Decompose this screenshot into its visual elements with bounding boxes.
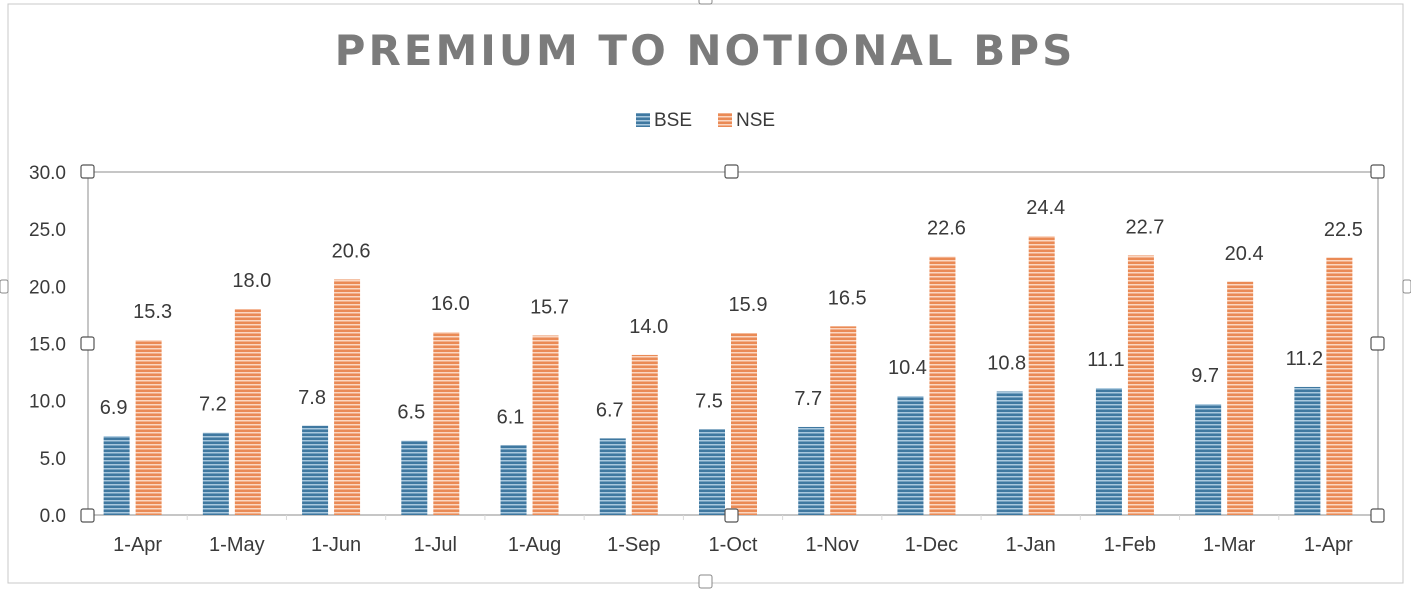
bar-nse[interactable]: [135, 340, 162, 515]
bar-bse[interactable]: [599, 438, 626, 515]
bar-nse[interactable]: [731, 333, 757, 515]
bar-bse[interactable]: [1294, 386, 1321, 515]
data-label-bse: 7.7: [794, 388, 822, 410]
bar-nse[interactable]: [1127, 255, 1154, 516]
bar-nse[interactable]: [631, 354, 658, 515]
bar-nse[interactable]: [234, 309, 261, 515]
data-label-nse: 18.0: [232, 270, 271, 292]
x-tick-label: 1-Dec: [905, 534, 958, 556]
bar-nse[interactable]: [1326, 257, 1353, 515]
resize-handle[interactable]: [80, 336, 95, 351]
data-label-nse: 15.7: [530, 296, 569, 318]
bar-nse[interactable]: [433, 332, 460, 515]
bar-bse[interactable]: [699, 429, 725, 515]
resize-handle[interactable]: [724, 508, 739, 523]
x-axis: 1-Apr 1-May 1-Jun 1-Jul 1-Aug 1-Sep 1-Oct 1-Nov…: [113, 515, 1353, 556]
bar-series: [103, 236, 1353, 516]
data-label-bse: 7.5: [695, 390, 723, 412]
x-tick-label: 1-Jul: [414, 534, 457, 556]
bar-bse[interactable]: [103, 436, 130, 515]
bar-nse[interactable]: [1227, 281, 1254, 515]
resize-handle[interactable]: [698, 0, 713, 5]
x-tick-label: 1-May: [209, 534, 265, 556]
legend-label-nse: NSE: [736, 110, 775, 131]
data-label-nse: 15.3: [133, 301, 172, 323]
bar-bse[interactable]: [1095, 388, 1122, 515]
data-label-bse: 9.7: [1191, 365, 1219, 387]
x-tick-label: 1-Feb: [1104, 534, 1156, 556]
y-tick-label: 10.0: [29, 392, 66, 413]
y-tick-label: 20.0: [29, 277, 66, 298]
bar-nse[interactable]: [830, 326, 857, 515]
y-tick-label: 0.0: [40, 506, 66, 527]
bar-bse[interactable]: [1195, 404, 1222, 515]
data-label-nse: 15.9: [729, 294, 768, 316]
data-label-nse: 20.6: [332, 240, 371, 262]
bar-bse[interactable]: [996, 391, 1023, 515]
bar-nse[interactable]: [532, 335, 559, 515]
y-tick-label: 5.0: [40, 449, 66, 470]
resize-handle[interactable]: [1370, 164, 1385, 179]
resize-handle[interactable]: [80, 508, 95, 523]
y-tick-label: 30.0: [29, 163, 66, 184]
data-label-nse: 22.7: [1125, 216, 1164, 238]
resize-handle[interactable]: [80, 164, 95, 179]
bar-bse[interactable]: [202, 432, 229, 515]
data-label-nse: 20.4: [1225, 243, 1264, 265]
data-label-bse: 7.2: [199, 394, 227, 416]
x-tick-label: 1-Nov: [806, 534, 859, 556]
x-tick-label: 1-Oct: [709, 534, 758, 556]
y-tick-label: 25.0: [29, 220, 66, 241]
y-tick-label: 15.0: [29, 335, 66, 356]
data-label-nse: 24.4: [1026, 197, 1065, 219]
bar-nse[interactable]: [929, 256, 956, 515]
data-label-nse: 22.5: [1324, 219, 1363, 241]
bar-bse[interactable]: [401, 440, 428, 515]
bar-nse[interactable]: [1028, 236, 1055, 515]
bar-nse[interactable]: [334, 279, 361, 515]
y-axis: 0.0 5.0 10.0 15.0 20.0 25.0 30.0: [29, 163, 66, 527]
data-label-bse: 7.8: [298, 387, 326, 409]
data-label-bse: 6.7: [596, 399, 624, 421]
resize-handle[interactable]: [1402, 279, 1411, 294]
data-label-nse: 16.5: [828, 287, 867, 309]
legend[interactable]: BSE NSE: [636, 110, 775, 131]
resize-handle[interactable]: [0, 279, 9, 294]
resize-handle[interactable]: [1370, 508, 1385, 523]
x-tick-label: 1-Mar: [1203, 534, 1256, 556]
bar-bse[interactable]: [302, 425, 329, 515]
x-tick-label: 1-Apr: [1304, 534, 1353, 556]
data-label-bse: 10.4: [888, 357, 927, 379]
data-label-bse: 11.2: [1286, 348, 1323, 370]
data-label-bse: 10.8: [987, 353, 1026, 375]
x-tick-label: 1-Jun: [311, 534, 361, 556]
x-tick-label: 1-Sep: [607, 534, 660, 556]
plot-area-handles[interactable]: [80, 164, 1385, 523]
x-tick-label: 1-Apr: [113, 534, 162, 556]
data-label-bse: 6.5: [397, 402, 425, 424]
legend-swatch-bse: [636, 113, 650, 127]
data-label-nse: 22.6: [927, 218, 966, 240]
chart-title: PREMIUM TO NOTIONAL BPS: [335, 26, 1076, 75]
data-label-bse: 11.1: [1087, 349, 1124, 371]
data-label-bse: 6.1: [497, 406, 525, 428]
resize-handle[interactable]: [724, 164, 739, 179]
bar-bse[interactable]: [500, 445, 527, 515]
data-labels: 6.9 7.2 7.8 6.5 6.1 6.7 7.5 7.7 10.4 10.8 11.1 9.7 1…: [100, 197, 1363, 428]
bar-bse[interactable]: [897, 396, 924, 515]
legend-swatch-nse: [718, 113, 732, 127]
resize-handle[interactable]: [1370, 336, 1385, 351]
resize-handle[interactable]: [698, 574, 713, 589]
x-tick-label: 1-Jan: [1006, 534, 1056, 556]
bar-bse[interactable]: [798, 426, 825, 515]
data-label-bse: 6.9: [100, 397, 128, 419]
data-label-nse: 14.0: [629, 316, 668, 338]
legend-label-bse: BSE: [654, 110, 692, 131]
x-tick-label: 1-Aug: [508, 534, 561, 556]
data-label-nse: 16.0: [431, 293, 470, 315]
